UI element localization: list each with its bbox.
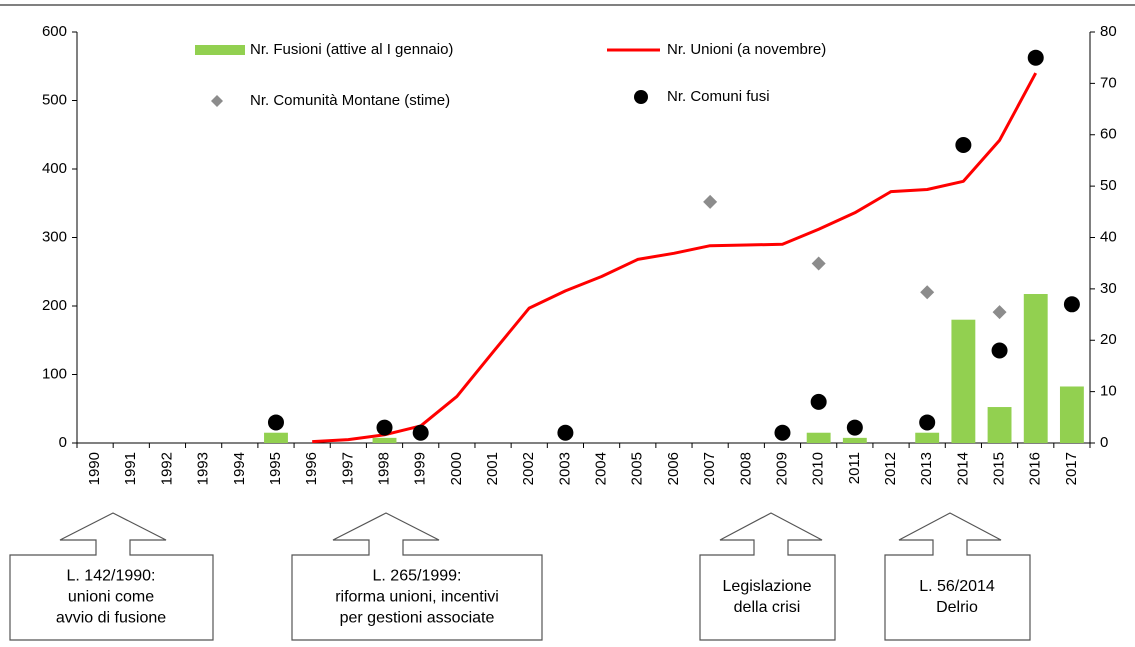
dot-marker	[1027, 49, 1044, 66]
y2-tick-label: 80	[1100, 23, 1117, 40]
dot-marker	[412, 424, 429, 441]
legend-label: Nr. Unioni (a novembre)	[667, 41, 826, 58]
bar	[372, 437, 397, 443]
annotation-text: per gestioni associate	[340, 610, 495, 627]
x-tick-label: 2005	[629, 452, 646, 485]
x-tick-label: 2009	[773, 452, 790, 485]
annotation-text: unioni come	[68, 589, 154, 606]
y2-tick-label: 70	[1100, 74, 1117, 91]
x-tick-label: 2002	[520, 452, 537, 485]
bar	[951, 319, 976, 443]
y-tick-label: 200	[42, 297, 67, 314]
y-tick-label: 500	[42, 91, 67, 108]
y-tick-label: 600	[42, 23, 67, 40]
annotation-text: riforma unioni, incentivi	[335, 589, 499, 606]
x-tick-label: 2011	[846, 452, 863, 484]
y2-tick-label: 0	[1100, 434, 1108, 451]
x-tick-label: 2016	[1027, 452, 1044, 485]
dot-marker	[919, 414, 936, 431]
x-tick-label: 2004	[593, 452, 610, 485]
x-tick-label: 2001	[484, 452, 501, 485]
y-tick-label: 400	[42, 160, 67, 177]
diamond-marker	[703, 194, 718, 209]
bar	[806, 432, 831, 443]
x-tick-label: 2015	[991, 452, 1008, 485]
diamond-marker	[811, 256, 826, 271]
y2-tick-label: 30	[1100, 280, 1117, 297]
x-tick-label: 1995	[267, 452, 284, 485]
dot-marker	[955, 137, 972, 154]
legend-label: Nr. Comunità Montane (stime)	[250, 92, 450, 109]
x-tick-label: 1993	[195, 452, 212, 485]
y2-tick-label: 10	[1100, 383, 1117, 400]
annotation-text: Delrio	[936, 599, 978, 616]
x-tick-label: 2010	[810, 452, 827, 485]
line	[312, 72, 1038, 444]
annotation-text: L. 142/1990:	[67, 568, 156, 585]
x-tick-label: 2012	[882, 452, 899, 485]
x-tick-label: 1997	[339, 452, 356, 485]
x-tick-label: 1996	[303, 452, 320, 485]
y2-tick-label: 50	[1100, 177, 1117, 194]
x-tick-label: 2007	[701, 452, 718, 485]
dot-marker	[557, 424, 574, 441]
x-tick-label: 2000	[448, 452, 465, 485]
legend-swatch	[211, 95, 223, 107]
bar	[987, 407, 1012, 443]
y-tick-label: 100	[42, 365, 67, 382]
x-tick-label: 2008	[737, 452, 754, 485]
legend-swatch	[195, 45, 245, 55]
bar	[1059, 386, 1084, 443]
y2-tick-label: 60	[1100, 126, 1117, 143]
legend-label: Nr. Comuni fusi	[667, 88, 770, 105]
x-tick-label: 1991	[122, 452, 139, 485]
x-tick-label: 2014	[954, 452, 971, 485]
annotation-text: L. 56/2014	[919, 578, 995, 595]
dot-marker	[810, 393, 827, 410]
annotation-text: Legislazione	[723, 578, 812, 595]
y2-tick-label: 20	[1100, 331, 1117, 348]
legend-label: Nr. Fusioni (attive al I gennaio)	[250, 41, 453, 58]
annotation-box	[9, 512, 214, 641]
dot-marker	[1063, 296, 1080, 313]
annotation-text: L. 265/1999:	[373, 568, 462, 585]
annotation-text: avvio di fusione	[56, 610, 166, 627]
x-tick-label: 2013	[918, 452, 935, 485]
x-tick-label: 1992	[158, 452, 175, 485]
dot-marker	[267, 414, 284, 431]
annotation-text: della crisi	[734, 599, 801, 616]
bar	[264, 432, 288, 443]
annotation-box	[884, 512, 1031, 641]
diamond-marker	[920, 285, 935, 300]
bar	[915, 432, 940, 443]
x-tick-label: 1998	[375, 452, 392, 485]
annotation-box	[699, 512, 836, 641]
dot-marker	[774, 424, 791, 441]
x-tick-label: 2003	[556, 452, 573, 485]
dot-marker	[991, 342, 1008, 359]
diamond-marker	[992, 305, 1007, 320]
y2-tick-label: 40	[1100, 228, 1117, 245]
dot-marker	[376, 419, 393, 436]
dot-marker	[846, 419, 863, 436]
x-tick-label: 1990	[86, 452, 103, 485]
bar	[842, 437, 867, 443]
y-tick-label: 0	[59, 434, 67, 451]
x-tick-label: 1994	[231, 452, 248, 485]
y-tick-label: 300	[42, 228, 67, 245]
x-tick-label: 2006	[665, 452, 682, 485]
bar	[1023, 294, 1048, 443]
legend-swatch	[634, 90, 648, 104]
x-tick-label: 1999	[412, 452, 429, 485]
annotation-box	[291, 512, 543, 641]
annotation-arrows	[9, 512, 1031, 641]
x-tick-label: 2017	[1063, 452, 1080, 485]
